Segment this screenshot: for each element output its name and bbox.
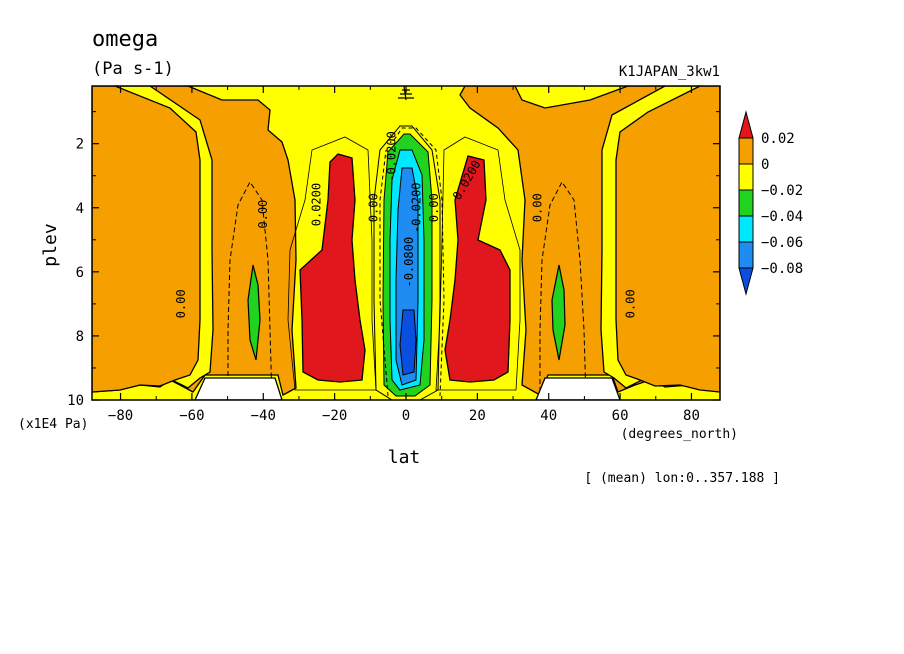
x-tick-label: 80: [683, 408, 700, 424]
colorbar-level-label: −0.06: [761, 235, 803, 251]
y-tick-label: 4: [76, 201, 84, 217]
contour-label: 0.00: [623, 289, 637, 318]
x-tick-label: −20: [322, 408, 347, 424]
contour-label: 0.00: [256, 200, 270, 229]
x-axis-ticks: −80 −60 −40 −20 0 20 40 60 80: [108, 86, 700, 424]
y-tick-label: 8: [76, 329, 84, 345]
colorbar-swatch: [738, 137, 754, 165]
colorbar-level-label: −0.08: [761, 261, 803, 277]
chart-title: omega: [92, 27, 158, 52]
y-tick-label: 10: [67, 393, 84, 409]
contour-field: [92, 86, 720, 400]
x-tick-label: 40: [540, 408, 557, 424]
x-tick-label: −40: [251, 408, 276, 424]
green-lobe-right: [551, 264, 566, 361]
surface-mask-left: [194, 377, 283, 400]
y-axis-label: plev: [40, 223, 61, 266]
neg-contour-equator: [379, 127, 445, 397]
x-axis-units: (degrees_north): [621, 427, 738, 442]
contour-label: -0.0200: [384, 131, 398, 182]
orange-region-far-right: [615, 86, 720, 393]
colorbar-swatch: [738, 163, 754, 191]
colorbar-level-label: 0: [761, 157, 769, 173]
y-tick-label: 2: [76, 137, 84, 153]
x-tick-label: 20: [469, 408, 486, 424]
contour-label: 0.00: [531, 193, 545, 222]
colorbar-swatch: [738, 241, 754, 269]
colorbar-level-label: −0.02: [761, 183, 803, 199]
contour-label: 0.00: [174, 289, 188, 318]
colorbar-bottom-arrow: [738, 267, 754, 296]
contour-label: -0.0200: [409, 182, 423, 233]
contour-label: -0.0800: [402, 237, 416, 288]
green-lobe-left: [247, 264, 261, 361]
surface-mask-right: [535, 377, 621, 400]
footnote: [ (mean) lon:0..357.188 ]: [584, 471, 780, 486]
x-tick-label: −60: [179, 408, 204, 424]
pos-contour-right: [435, 136, 521, 391]
red-region-left: [299, 153, 366, 383]
contour-label: 0.0200: [309, 183, 323, 226]
colorbar-swatch: [738, 189, 754, 217]
x-axis-label: lat: [388, 447, 421, 468]
pos-contour-left: [287, 136, 377, 391]
colorbar-swatch: [738, 215, 754, 243]
x-tick-label: 60: [612, 408, 629, 424]
contour-label: 0.00: [366, 193, 380, 222]
x-tick-label: −80: [108, 408, 133, 424]
contour-label: 0.00: [427, 193, 441, 222]
colorbar-top-arrow: [738, 110, 754, 139]
colorbar-level-label: −0.04: [761, 209, 803, 225]
y-axis-ticks: 2 4 6 8 10: [67, 111, 720, 409]
colorbar-level-label: 0.02: [761, 131, 795, 147]
red-region-right: [444, 155, 511, 383]
x-tick-label: 0: [402, 408, 410, 424]
deep-blue-core: [399, 309, 417, 376]
y-tick-label: 6: [76, 265, 84, 281]
colorbar: 0.02 0 −0.02 −0.04 −0.06 −0.08: [738, 110, 803, 296]
top-contour-marker: [398, 86, 414, 101]
chart-units: (Pa s-1): [92, 59, 174, 79]
run-label: K1JAPAN_3kw1: [619, 64, 720, 80]
y-axis-units: (x1E4 Pa): [18, 417, 88, 432]
orange-region-far-left: [92, 86, 201, 393]
